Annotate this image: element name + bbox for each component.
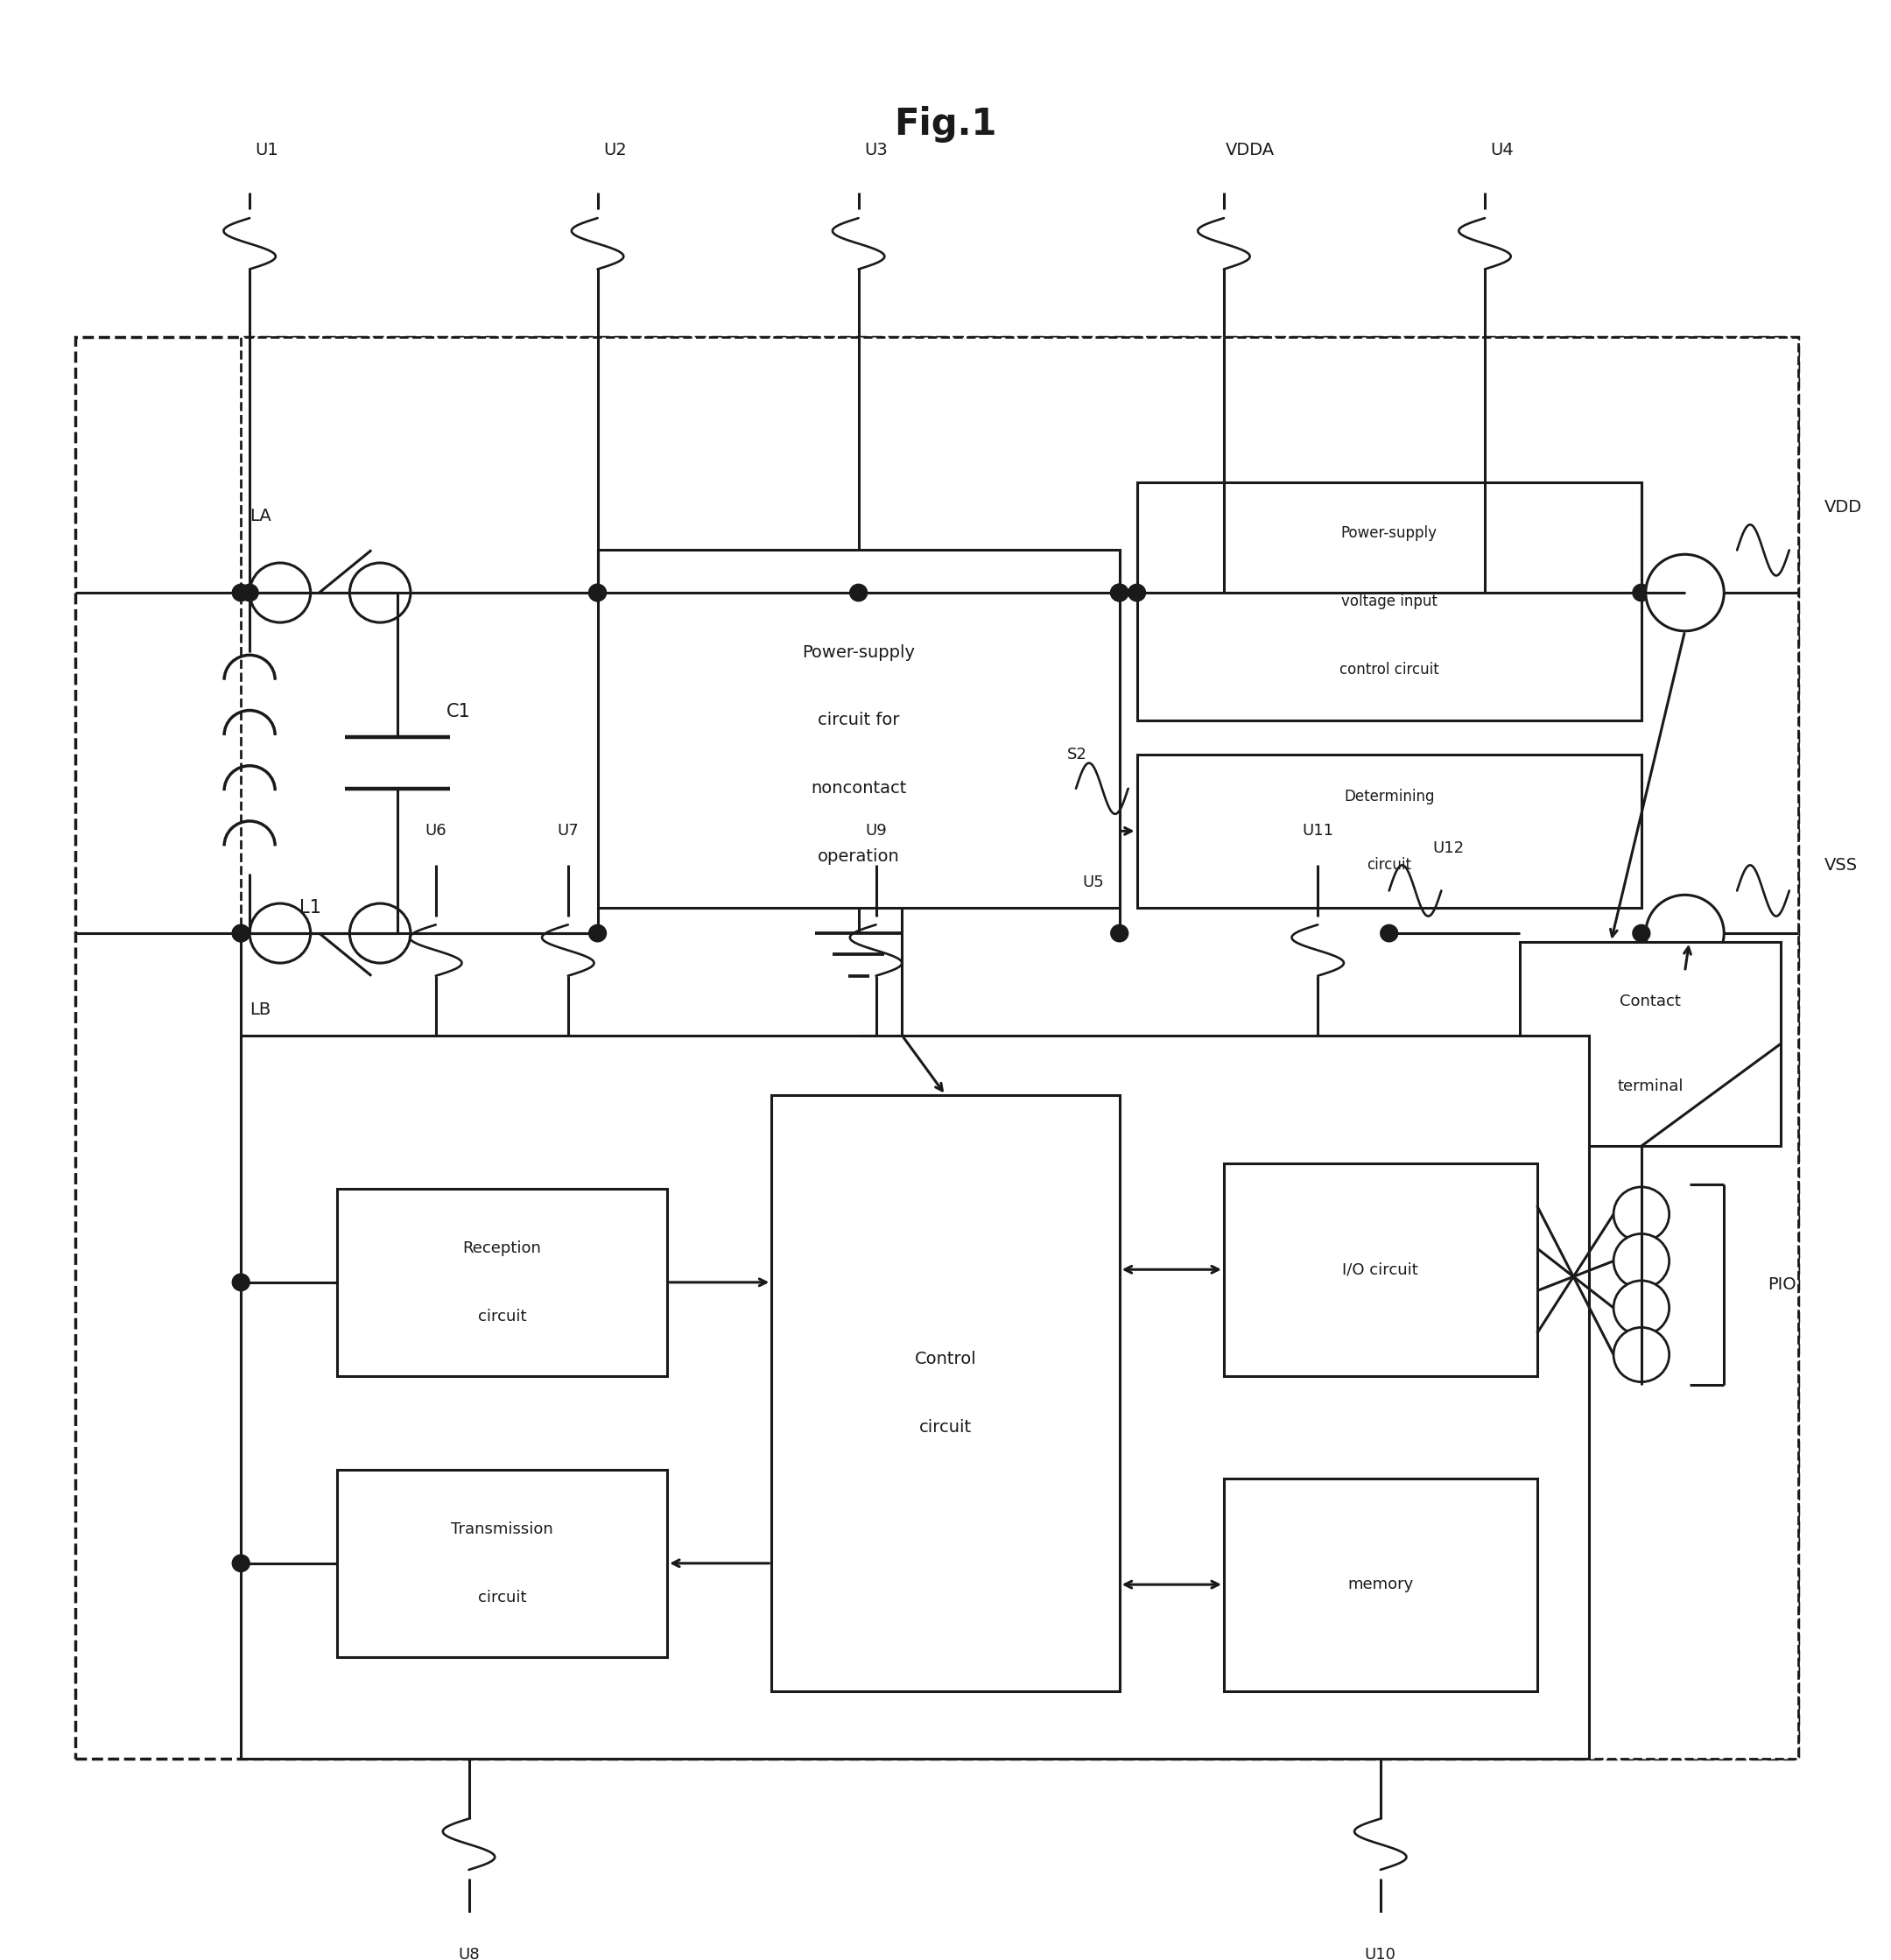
Circle shape <box>390 584 407 602</box>
Text: memory: memory <box>1348 1576 1413 1592</box>
Bar <box>1136 482 1641 721</box>
Circle shape <box>1110 584 1129 602</box>
Circle shape <box>250 904 310 962</box>
Text: L1: L1 <box>299 900 321 917</box>
Text: Control: Control <box>915 1350 976 1368</box>
Text: I/O circuit: I/O circuit <box>1343 1262 1418 1278</box>
Circle shape <box>588 925 607 941</box>
Circle shape <box>350 563 410 623</box>
Text: noncontact: noncontact <box>811 780 906 798</box>
Circle shape <box>1216 584 1233 602</box>
Bar <box>240 1035 1588 1758</box>
Text: Fig.1: Fig.1 <box>894 106 997 143</box>
Text: U7: U7 <box>558 823 579 839</box>
Text: circuit: circuit <box>919 1419 972 1435</box>
Circle shape <box>1110 584 1129 602</box>
Bar <box>772 1096 1119 1691</box>
Text: U11: U11 <box>1303 823 1333 839</box>
Text: Power-supply: Power-supply <box>1341 525 1437 541</box>
Circle shape <box>1129 584 1146 602</box>
Circle shape <box>390 925 407 941</box>
Bar <box>337 1188 668 1376</box>
Circle shape <box>1632 925 1651 941</box>
Text: circuit: circuit <box>1367 857 1411 872</box>
Circle shape <box>233 1274 250 1292</box>
Circle shape <box>1632 584 1651 602</box>
Text: Power-supply: Power-supply <box>802 645 915 661</box>
Bar <box>598 551 1119 907</box>
Text: operation: operation <box>817 849 900 864</box>
Text: PIO: PIO <box>1768 1276 1796 1294</box>
Circle shape <box>849 584 868 602</box>
Circle shape <box>233 584 250 602</box>
Circle shape <box>1613 1233 1670 1288</box>
Text: U8: U8 <box>458 1946 480 1960</box>
Text: Transmission: Transmission <box>450 1521 552 1537</box>
Text: VSS: VSS <box>1825 857 1857 874</box>
Text: circuit: circuit <box>478 1309 526 1325</box>
Circle shape <box>1110 925 1129 941</box>
Circle shape <box>233 925 250 941</box>
Bar <box>1136 755 1641 907</box>
Circle shape <box>1645 896 1725 972</box>
Circle shape <box>233 1554 250 1572</box>
Text: control circuit: control circuit <box>1339 661 1439 678</box>
Text: LB: LB <box>250 1002 270 1017</box>
Bar <box>1520 941 1781 1147</box>
Text: U4: U4 <box>1490 141 1515 159</box>
Text: terminal: terminal <box>1617 1078 1683 1094</box>
Circle shape <box>1110 584 1129 602</box>
Text: LA: LA <box>250 508 270 525</box>
Bar <box>337 1470 668 1656</box>
Bar <box>240 337 1798 1758</box>
Text: circuit: circuit <box>478 1590 526 1605</box>
Circle shape <box>233 925 250 941</box>
Text: U9: U9 <box>864 823 887 839</box>
Text: VDD: VDD <box>1825 500 1863 515</box>
Circle shape <box>1613 1188 1670 1241</box>
Circle shape <box>240 584 259 602</box>
Circle shape <box>588 584 607 602</box>
Text: Reception: Reception <box>463 1241 541 1256</box>
Text: circuit for: circuit for <box>817 711 900 729</box>
Circle shape <box>350 904 410 962</box>
Circle shape <box>1645 555 1725 631</box>
Circle shape <box>1613 1327 1670 1382</box>
Text: C1: C1 <box>446 704 471 721</box>
Bar <box>76 337 1798 1758</box>
Text: U2: U2 <box>603 141 626 159</box>
Text: U1: U1 <box>255 141 278 159</box>
Circle shape <box>1613 1280 1670 1335</box>
Text: U5: U5 <box>1082 874 1104 890</box>
Text: Determining: Determining <box>1345 790 1435 806</box>
Circle shape <box>1380 925 1397 941</box>
Circle shape <box>250 563 310 623</box>
Text: voltage input: voltage input <box>1341 594 1437 610</box>
Text: U10: U10 <box>1365 1946 1396 1960</box>
Text: VDDA: VDDA <box>1225 141 1275 159</box>
Circle shape <box>588 584 607 602</box>
Bar <box>1223 1162 1537 1376</box>
Bar <box>1223 1478 1537 1691</box>
Text: U12: U12 <box>1433 841 1464 857</box>
Text: U6: U6 <box>425 823 446 839</box>
Text: Contact: Contact <box>1619 994 1681 1009</box>
Text: S2: S2 <box>1067 747 1087 762</box>
Text: U3: U3 <box>864 141 887 159</box>
